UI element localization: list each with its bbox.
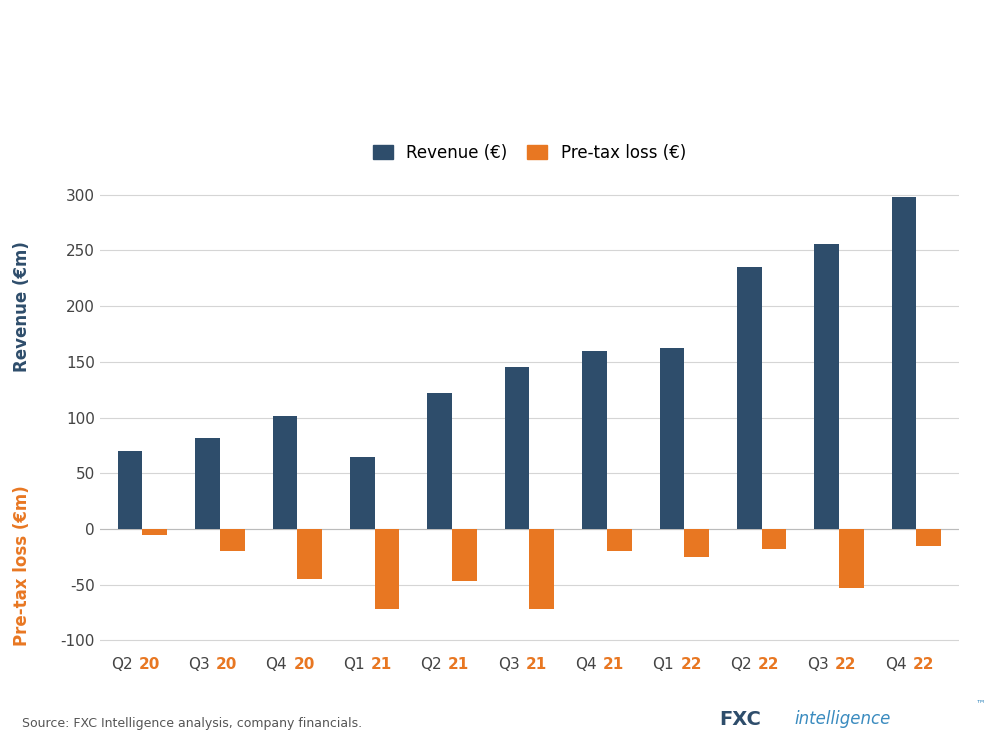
Bar: [892, 197, 916, 529]
Text: ™: ™: [975, 698, 985, 709]
Bar: [659, 348, 684, 529]
Bar: [737, 267, 761, 529]
Text: Q1: Q1: [343, 658, 365, 673]
Text: 21: 21: [371, 658, 392, 673]
Text: Q2: Q2: [111, 658, 133, 673]
Bar: [453, 529, 477, 581]
Text: Source: FXC Intelligence analysis, company financials.: Source: FXC Intelligence analysis, compa…: [22, 718, 362, 730]
Bar: [298, 529, 322, 579]
Text: Pre-tax loss (€m): Pre-tax loss (€m): [13, 485, 31, 646]
Text: Q4: Q4: [266, 658, 287, 673]
Text: intelligence: intelligence: [795, 710, 891, 728]
Bar: [814, 243, 839, 529]
Text: 20: 20: [139, 658, 160, 673]
Text: 22: 22: [835, 658, 857, 673]
Bar: [375, 529, 400, 609]
Text: Q4: Q4: [885, 658, 906, 673]
Text: 21: 21: [525, 658, 546, 673]
Text: Q2: Q2: [421, 658, 442, 673]
Bar: [839, 529, 864, 588]
Text: PagoNxt revenues increase as pre-tax losses decline: PagoNxt revenues increase as pre-tax los…: [22, 34, 927, 64]
Bar: [350, 457, 375, 529]
Text: Revenue (€m): Revenue (€m): [13, 241, 31, 372]
Bar: [582, 351, 606, 529]
Legend: Revenue (€), Pre-tax loss (€): Revenue (€), Pre-tax loss (€): [367, 138, 692, 169]
Bar: [684, 529, 709, 557]
Text: 21: 21: [603, 658, 624, 673]
Bar: [529, 529, 554, 609]
Bar: [606, 529, 631, 551]
Text: Q1: Q1: [652, 658, 674, 673]
Bar: [428, 393, 453, 529]
Text: 21: 21: [449, 658, 470, 673]
Bar: [504, 367, 529, 529]
Text: Q4: Q4: [575, 658, 596, 673]
Bar: [220, 529, 245, 551]
Text: FXC: FXC: [719, 709, 761, 729]
Text: 22: 22: [680, 658, 702, 673]
Text: Q3: Q3: [498, 658, 519, 673]
Bar: [118, 451, 143, 529]
Text: Q3: Q3: [807, 658, 829, 673]
Text: 22: 22: [913, 658, 934, 673]
Bar: [143, 529, 167, 535]
Bar: [273, 416, 298, 529]
Bar: [916, 529, 941, 546]
Bar: [195, 437, 220, 529]
Text: 22: 22: [758, 658, 779, 673]
Text: 20: 20: [216, 658, 238, 673]
Text: Santander’s PagoNxt quarterly revenue and pre-tax loss: Santander’s PagoNxt quarterly revenue an…: [22, 100, 570, 119]
Bar: [761, 529, 786, 549]
Text: Q3: Q3: [188, 658, 210, 673]
Text: 20: 20: [294, 658, 315, 673]
Text: Q2: Q2: [730, 658, 751, 673]
